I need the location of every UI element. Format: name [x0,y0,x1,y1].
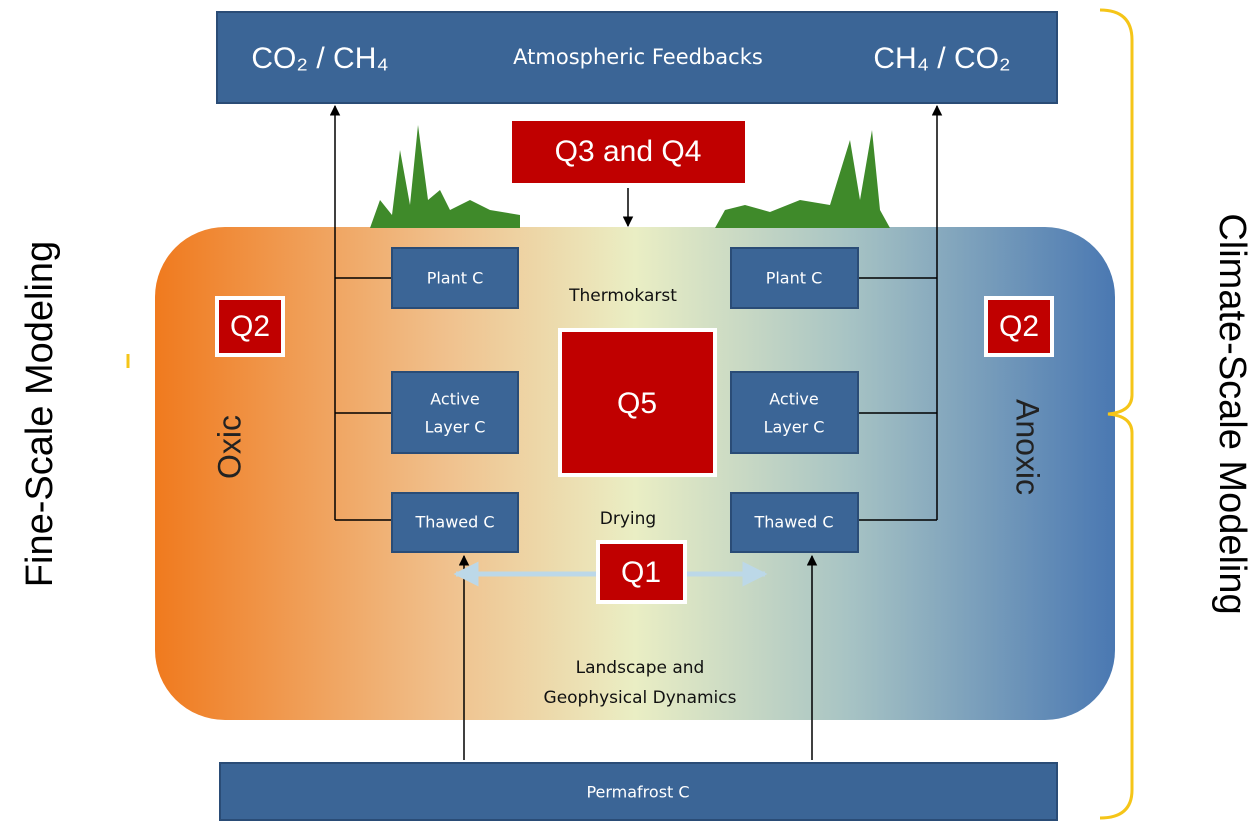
gradient-label: Oxic [211,415,247,479]
process-label: Landscape and [576,658,705,678]
pool-box [392,372,518,453]
question-label: Q1 [621,556,661,589]
question-label: Q2 [230,310,270,343]
process-label: Geophysical Dynamics [544,688,737,708]
process-label: Drying [600,509,656,529]
pool-label: Active [769,390,819,409]
question-label: Q2 [999,310,1039,343]
scale-label: Fine-Scale Modeling [19,241,61,587]
pool-label: Plant C [766,269,823,288]
gas-label: CO₂ / CH₄ [251,42,388,75]
diagram: CO₂ / CH₄ Atmospheric Feedbacks CH₄ / CO… [0,0,1259,824]
pool-label: Layer C [425,418,486,437]
permafrost-label: Permafrost C [586,783,689,802]
pool-label: Plant C [427,269,484,288]
pool-label: Layer C [764,418,825,437]
pool-label: Active [430,390,480,409]
process-label: Thermokarst [568,286,677,306]
gas-label: CH₄ / CO₂ [873,42,1010,75]
gradient-label: Anoxic [1010,399,1046,495]
pool-label: Thawed C [753,513,833,532]
scale-label: Climate-Scale Modeling [1211,213,1253,614]
pool-label: Thawed C [414,513,494,532]
question-label: Q3 and Q4 [555,135,702,168]
question-label: Q5 [617,387,657,420]
atmosphere-title: Atmospheric Feedbacks [513,45,763,69]
pool-box [731,372,858,453]
